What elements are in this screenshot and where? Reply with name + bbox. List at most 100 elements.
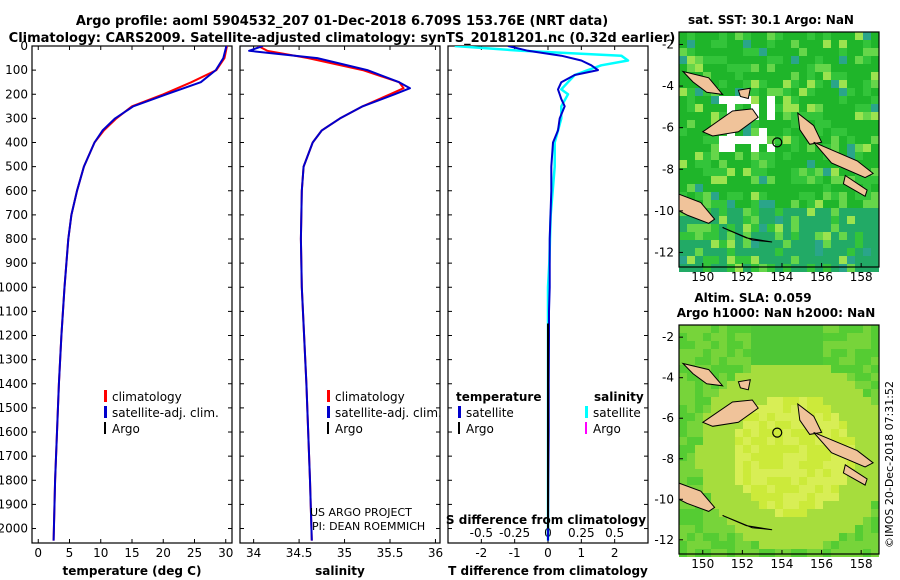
map-cell (703, 485, 711, 493)
map-cell (775, 333, 783, 341)
map-cell (807, 325, 815, 333)
map-cell (815, 421, 823, 429)
map-cell (711, 32, 719, 40)
map-cell (751, 485, 759, 493)
map-cell (831, 240, 839, 248)
map-cell (719, 461, 727, 469)
map-cell (815, 184, 823, 192)
map-cell (783, 517, 791, 525)
map-cell (799, 437, 807, 445)
map-cell (687, 144, 695, 152)
depth-tick-label: 1200 (0, 329, 28, 343)
map-cell (855, 88, 863, 96)
map-cell (735, 549, 743, 557)
map-cell (719, 248, 727, 256)
map-cell (703, 549, 711, 557)
map-cell (751, 389, 759, 397)
map-cell (855, 176, 863, 184)
project-annotation-line-1: US ARGO PROJECT (310, 506, 412, 519)
map-cell (839, 405, 847, 413)
map-cell (735, 232, 743, 240)
map-cell (719, 264, 727, 272)
map-cell (751, 40, 759, 48)
map-cell (839, 200, 847, 208)
map-cell (839, 248, 847, 256)
legend-label-satellite: satellite-adj. clim. (112, 406, 219, 420)
map-cell (815, 224, 823, 232)
map-cell (815, 256, 823, 264)
map-cell (831, 533, 839, 541)
map-cell (863, 224, 871, 232)
map-cell (695, 264, 703, 272)
map-cell (791, 341, 799, 349)
map-cell (727, 341, 735, 349)
map-cell (719, 373, 727, 381)
map-cell (695, 40, 703, 48)
map-cell (863, 453, 871, 461)
map-cell (735, 525, 743, 533)
depth-axis: 0100200300400500600700800900100011001200… (0, 39, 648, 536)
map-cell (855, 373, 863, 381)
map-cell (831, 120, 839, 128)
map-cell (735, 469, 743, 477)
map-cell (767, 120, 775, 128)
map-cell (799, 445, 807, 453)
map-cell (767, 533, 775, 541)
map-cell (807, 501, 815, 509)
map-cell (855, 192, 863, 200)
map-cell (695, 421, 703, 429)
map-cell (783, 421, 791, 429)
map-cell (687, 64, 695, 72)
map-cell (767, 365, 775, 373)
map-cell (703, 256, 711, 264)
map-cell (799, 397, 807, 405)
map-cell (679, 128, 687, 136)
map-cell (855, 40, 863, 48)
map-cell (831, 389, 839, 397)
map-cell (711, 541, 719, 549)
map-cell (727, 248, 735, 256)
map-cell (823, 96, 831, 104)
map-cell (727, 349, 735, 357)
map-cell (743, 373, 751, 381)
map-y-tick-label: -8 (662, 452, 674, 466)
map-cell (847, 349, 855, 357)
map-cell (679, 429, 687, 437)
map-cell (855, 112, 863, 120)
map-cell (831, 112, 839, 120)
map-cell (711, 96, 719, 104)
map-cell (719, 64, 727, 72)
map-cell (863, 40, 871, 48)
map-cell (823, 208, 831, 216)
map-cell (791, 152, 799, 160)
map-cell (711, 493, 719, 501)
map-cell (767, 200, 775, 208)
map-cell (807, 32, 815, 40)
map-cell (759, 48, 767, 56)
map-cell (783, 240, 791, 248)
map-cell (791, 32, 799, 40)
map-cell (703, 493, 711, 501)
map-cell (703, 136, 711, 144)
map-cell (767, 264, 775, 272)
map-cell (695, 405, 703, 413)
map-cell (775, 413, 783, 421)
legend-swatch-satellite (104, 406, 107, 418)
sla-map-title: Altim. SLA: 0.059 (694, 291, 811, 305)
map-cell (791, 224, 799, 232)
map-cell (783, 453, 791, 461)
map-cell (735, 437, 743, 445)
map-cell (759, 365, 767, 373)
map-cell (847, 533, 855, 541)
map-cell (847, 437, 855, 445)
map-cell (871, 88, 879, 96)
map-cell (751, 232, 759, 240)
map-cell (863, 160, 871, 168)
map-cell (855, 56, 863, 64)
map-cell (711, 533, 719, 541)
map-cell (799, 40, 807, 48)
map-cell (815, 517, 823, 525)
depth-tick-label: 1000 (0, 280, 28, 294)
map-cell (839, 509, 847, 517)
map-cell (831, 32, 839, 40)
